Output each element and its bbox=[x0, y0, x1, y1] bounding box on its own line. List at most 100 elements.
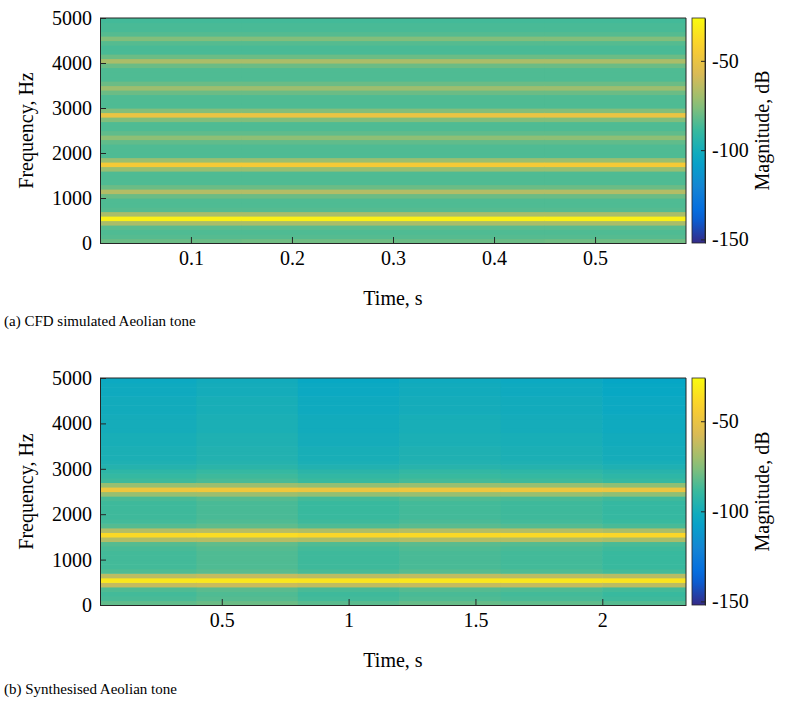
heatmap-cell bbox=[100, 573, 197, 578]
heatmap-cell bbox=[298, 437, 400, 442]
heatmap-cell bbox=[196, 510, 298, 515]
heatmap-cell bbox=[196, 560, 298, 565]
heatmap-cell bbox=[100, 514, 197, 519]
heatmap-cell bbox=[393, 158, 545, 163]
heatmap-cell bbox=[241, 198, 393, 203]
heatmap-cell bbox=[501, 428, 603, 433]
heatmap-cell bbox=[196, 455, 298, 460]
heatmap-cell bbox=[100, 405, 197, 410]
heatmap-cell bbox=[545, 135, 686, 140]
heatmap-cell bbox=[241, 36, 393, 41]
heatmap-cell bbox=[241, 239, 393, 244]
heatmap-cell bbox=[298, 519, 400, 524]
heatmap-cell bbox=[399, 492, 501, 497]
heatmap-cell bbox=[545, 117, 686, 122]
heatmap-cell bbox=[545, 180, 686, 185]
heatmap-cell bbox=[545, 212, 686, 217]
heatmap-cell bbox=[602, 423, 686, 428]
heatmap-cell bbox=[501, 587, 603, 592]
heatmap-cell bbox=[602, 541, 686, 546]
heatmap-cell bbox=[545, 140, 686, 145]
heatmap-cell bbox=[393, 72, 545, 77]
x-tick-mark bbox=[191, 237, 192, 243]
heatmap-cell bbox=[602, 560, 686, 565]
heatmap-cell bbox=[100, 194, 242, 199]
caption: (a) CFD simulated Aeolian tone bbox=[4, 313, 196, 330]
heatmap-cell bbox=[298, 591, 400, 596]
heatmap-cell bbox=[196, 437, 298, 442]
heatmap-cell bbox=[100, 487, 197, 492]
heatmap-cell bbox=[196, 473, 298, 478]
colorbar-tick: -150 bbox=[701, 228, 749, 250]
colorbar-title: Magnitude, dB bbox=[751, 432, 774, 552]
heatmap-cell bbox=[545, 167, 686, 172]
heatmap-cell bbox=[602, 569, 686, 574]
heatmap-cell bbox=[100, 99, 242, 104]
y-tick-mark bbox=[100, 243, 106, 244]
heatmap-cell bbox=[196, 532, 298, 537]
x-axis-line bbox=[101, 243, 687, 244]
heatmap-cell bbox=[298, 551, 400, 556]
heatmap-cell bbox=[100, 95, 242, 100]
heatmap-cell bbox=[501, 564, 603, 569]
heatmap-cell bbox=[393, 99, 545, 104]
heatmap-cell bbox=[393, 32, 545, 37]
heatmap-cell bbox=[100, 469, 197, 474]
heatmap-cell bbox=[196, 492, 298, 497]
x-axis-title: Time, s bbox=[363, 287, 423, 309]
heatmap-cell bbox=[602, 410, 686, 415]
x-tick: 0.2 bbox=[280, 237, 305, 269]
heatmap-cell bbox=[501, 442, 603, 447]
heatmap-cell bbox=[100, 77, 242, 82]
heatmap-cell bbox=[100, 505, 197, 510]
x-tick-mark bbox=[393, 237, 394, 243]
y-axis-title: Frequency, Hz bbox=[15, 433, 38, 550]
y-tick-mark bbox=[100, 605, 106, 606]
heatmap-cell bbox=[100, 27, 242, 32]
heatmap-cell bbox=[241, 221, 393, 226]
x-tick-label: 0.5 bbox=[210, 609, 235, 631]
heatmap-cell bbox=[399, 478, 501, 483]
heatmap-cell bbox=[241, 216, 393, 221]
heatmap-cell bbox=[501, 541, 603, 546]
heatmap-cell bbox=[100, 108, 242, 113]
heatmap-cell bbox=[298, 569, 400, 574]
heatmap-cell bbox=[393, 176, 545, 181]
heatmap-cell bbox=[298, 496, 400, 501]
heatmap-cell bbox=[602, 455, 686, 460]
heatmap-cell bbox=[100, 189, 242, 194]
heatmap-cell bbox=[100, 564, 197, 569]
colorbar-axis: -50-100-150 bbox=[701, 19, 749, 251]
heatmap-cell bbox=[393, 59, 545, 64]
heatmap-cell bbox=[298, 442, 400, 447]
heatmap-cell bbox=[501, 578, 603, 583]
heatmap-cell bbox=[100, 437, 197, 442]
heatmap-cell bbox=[100, 149, 242, 154]
heatmap-cell bbox=[100, 239, 242, 244]
heatmap-cell bbox=[399, 482, 501, 487]
heatmap-cell bbox=[241, 176, 393, 181]
heatmap-cell bbox=[196, 555, 298, 560]
heatmap-cell bbox=[602, 469, 686, 474]
heatmap-cell bbox=[393, 149, 545, 154]
heatmap-cell bbox=[393, 95, 545, 100]
heatmap-cell bbox=[241, 167, 393, 172]
heatmap-cell bbox=[399, 501, 501, 506]
heatmap-cell bbox=[298, 451, 400, 456]
heatmap-cell bbox=[100, 492, 197, 497]
heatmap-cell bbox=[393, 50, 545, 55]
heatmap-cell bbox=[545, 203, 686, 208]
heatmap-cell bbox=[196, 587, 298, 592]
x-tick-mark bbox=[349, 599, 350, 605]
x-axis-title: Time, s bbox=[363, 649, 423, 671]
heatmap-cell bbox=[393, 225, 545, 230]
heatmap-cell bbox=[545, 36, 686, 41]
heatmap-cell bbox=[241, 23, 393, 28]
y-tick-label: 2000 bbox=[52, 503, 92, 525]
heatmap-cell bbox=[241, 72, 393, 77]
heatmap-cell bbox=[196, 378, 298, 383]
heatmap-cell bbox=[399, 387, 501, 392]
heatmap-cell bbox=[501, 423, 603, 428]
heatmap-cell bbox=[196, 405, 298, 410]
heatmap-cell bbox=[298, 510, 400, 515]
